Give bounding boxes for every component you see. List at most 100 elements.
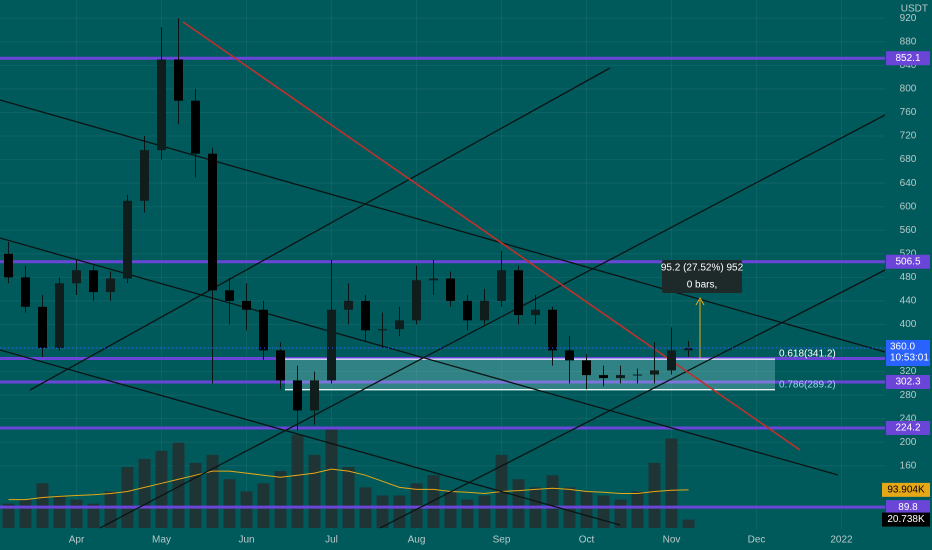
- level-label-box: [886, 374, 930, 389]
- volume-bar: [240, 491, 253, 528]
- candle-body: [412, 280, 421, 321]
- volume-bar: [631, 491, 644, 528]
- x-tick-label: Oct: [579, 535, 595, 546]
- price-axis: [885, 0, 932, 550]
- candle-body: [157, 59, 166, 151]
- candle-body: [548, 309, 557, 351]
- volume-ma-label: 93.904K: [887, 485, 925, 496]
- candle-body: [225, 290, 234, 301]
- volume-label: 20.738K: [887, 514, 925, 525]
- candle-body: [55, 283, 64, 349]
- x-tick-label: Jun: [238, 535, 254, 546]
- fib-fill: [285, 359, 775, 390]
- candle-body: [497, 270, 506, 301]
- volume-bar: [70, 499, 83, 528]
- volume-bar: [444, 491, 457, 528]
- y-tick-label: 800: [900, 84, 917, 95]
- candle-body: [89, 270, 98, 293]
- level-label-box: [886, 500, 930, 515]
- x-tick-label: Aug: [408, 535, 426, 546]
- trendline: [99, 114, 886, 529]
- x-tick-label: 2022: [830, 535, 853, 546]
- volume-bar: [393, 495, 406, 528]
- volume-bar: [189, 463, 202, 528]
- volume-bar: [223, 479, 236, 528]
- volume-bar: [104, 491, 117, 528]
- volume-bar: [648, 463, 661, 528]
- candle-body: [582, 360, 591, 376]
- y-tick-label: 920: [900, 13, 917, 24]
- volume-bar: [461, 499, 474, 528]
- y-tick-label: 480: [900, 272, 917, 283]
- level-label: 302.3: [895, 377, 920, 388]
- candle-body: [310, 380, 319, 411]
- last-price-box: [886, 340, 930, 367]
- candle-body: [684, 348, 693, 351]
- volume-bar: [19, 499, 32, 528]
- volume-bar: [138, 458, 151, 528]
- volume-bar: [155, 450, 168, 528]
- fib-label: 0.618(341.2): [779, 349, 836, 360]
- trendline: [29, 67, 611, 391]
- candle-body: [242, 300, 251, 310]
- candle-body: [38, 306, 47, 349]
- level-label: 89.8: [898, 502, 918, 513]
- volume-bar: [87, 503, 100, 528]
- volume-bar: [342, 467, 355, 528]
- y-tick-label: 320: [900, 366, 917, 377]
- volume-bar: [580, 491, 593, 528]
- volume-bar: [291, 434, 304, 528]
- y-tick-label: 440: [900, 296, 917, 307]
- countdown: 10:53:01: [890, 353, 929, 364]
- level-label: 506.5: [895, 256, 920, 267]
- volume-bar: [597, 495, 610, 528]
- candles: [4, 18, 693, 431]
- candle-body: [514, 270, 523, 316]
- candle-body: [344, 300, 353, 310]
- candle-body: [531, 309, 540, 316]
- x-tick-label: Dec: [748, 535, 766, 546]
- candle-body: [446, 278, 455, 301]
- volume-bar: [325, 426, 338, 528]
- candle-body: [106, 278, 115, 293]
- volume-ma-line: [8, 468, 689, 501]
- volume-bar: [478, 495, 491, 528]
- last-price-label: 360.0: [890, 342, 915, 353]
- level-label-box: [886, 51, 930, 66]
- y-tick-label: 560: [900, 225, 917, 236]
- candle-body: [667, 350, 676, 371]
- candle-body: [276, 350, 285, 381]
- candle-body: [429, 278, 438, 281]
- y-tick-label: 400: [900, 319, 917, 330]
- volume-bar: [121, 467, 134, 528]
- y-tick-label: 840: [900, 60, 917, 71]
- trendline-red: [182, 21, 801, 451]
- fib-zone: 0.618(341.2) 0.786(289.2): [285, 349, 836, 391]
- volume-pane: [2, 426, 695, 528]
- candle-body: [293, 380, 302, 411]
- volume-box: [882, 512, 930, 527]
- y-tick-label: 680: [900, 154, 917, 165]
- y-tick-label: 240: [900, 413, 917, 424]
- volume-bar: [427, 475, 440, 528]
- candle-body: [599, 375, 608, 379]
- candle-body: [361, 300, 370, 331]
- candle-body: [395, 320, 404, 330]
- candle-body: [191, 100, 200, 154]
- level-label-box: [886, 254, 930, 269]
- level-label: 224.2: [895, 423, 920, 434]
- level-label-box: [886, 420, 930, 435]
- volume-bar: [546, 475, 559, 528]
- measure-text: 95.2 (27.52%) 952: [661, 263, 744, 274]
- volume-bar: [376, 495, 389, 528]
- candle-body: [174, 59, 183, 101]
- volume-bar: [274, 471, 287, 528]
- volume-bar: [172, 442, 185, 528]
- trendline: [0, 237, 839, 476]
- volume-bar: [308, 454, 321, 528]
- candle-body: [123, 200, 132, 279]
- measure-bars: 0 bars,: [687, 280, 718, 291]
- y-tick-label: 640: [900, 178, 917, 189]
